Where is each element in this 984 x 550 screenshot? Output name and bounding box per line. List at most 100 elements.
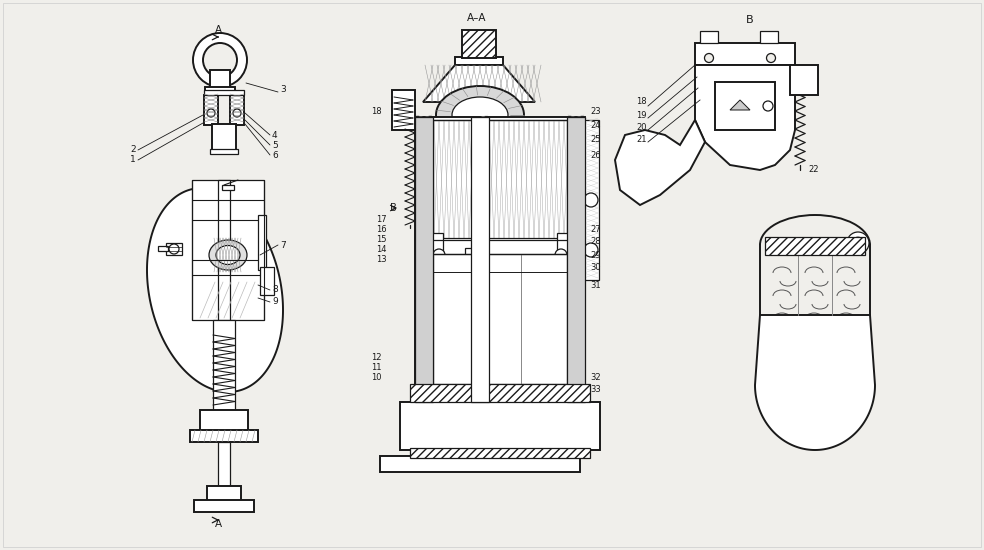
Text: 22: 22 — [808, 166, 819, 174]
Text: 27: 27 — [590, 226, 600, 234]
Bar — [410, 448, 590, 458]
Text: 5: 5 — [272, 140, 277, 150]
Bar — [194, 500, 254, 512]
Bar — [158, 246, 168, 251]
Text: 10: 10 — [372, 373, 382, 382]
Text: 33: 33 — [590, 386, 601, 394]
Text: 11: 11 — [372, 364, 382, 372]
Text: A: A — [215, 519, 221, 529]
Text: 9: 9 — [272, 298, 277, 306]
Circle shape — [584, 193, 598, 207]
Bar — [760, 31, 778, 43]
Circle shape — [433, 249, 445, 261]
Polygon shape — [147, 188, 283, 392]
Bar — [465, 248, 485, 268]
Text: 18: 18 — [636, 97, 646, 107]
Text: 32: 32 — [590, 373, 600, 382]
Text: 29: 29 — [590, 250, 600, 260]
Ellipse shape — [209, 240, 247, 270]
Polygon shape — [730, 100, 750, 110]
Text: 13: 13 — [376, 256, 387, 265]
Bar — [200, 410, 248, 432]
Bar — [204, 90, 244, 95]
Bar — [462, 30, 496, 58]
Circle shape — [705, 53, 713, 63]
Text: 12: 12 — [372, 354, 382, 362]
Text: B: B — [746, 15, 754, 25]
Bar — [415, 233, 443, 277]
Bar — [218, 442, 230, 488]
Text: 26: 26 — [590, 151, 600, 160]
Bar — [218, 180, 230, 320]
Text: 21: 21 — [636, 135, 646, 144]
Text: A: A — [215, 25, 221, 35]
Circle shape — [847, 232, 869, 254]
Circle shape — [207, 109, 215, 117]
Text: 31: 31 — [590, 280, 600, 289]
Text: 8: 8 — [272, 285, 277, 294]
Text: 6: 6 — [272, 151, 277, 160]
Bar — [695, 43, 795, 65]
Bar — [415, 117, 585, 402]
Text: A–A: A–A — [467, 13, 487, 23]
Text: 15: 15 — [377, 235, 387, 245]
Polygon shape — [695, 65, 795, 170]
Bar — [192, 180, 264, 320]
Bar — [433, 120, 567, 240]
Bar — [433, 238, 567, 272]
Circle shape — [555, 249, 567, 261]
Text: B: B — [390, 203, 397, 213]
Polygon shape — [615, 120, 705, 205]
Bar — [765, 237, 865, 255]
Bar — [790, 65, 818, 95]
Bar — [455, 57, 503, 65]
Circle shape — [852, 237, 864, 249]
Text: 16: 16 — [376, 226, 387, 234]
Text: 19: 19 — [636, 111, 646, 119]
Ellipse shape — [452, 97, 508, 133]
Bar — [210, 70, 230, 90]
Text: 17: 17 — [376, 216, 387, 224]
Bar — [190, 430, 258, 442]
Circle shape — [763, 101, 773, 111]
Text: 14: 14 — [377, 245, 387, 255]
Text: 28: 28 — [590, 238, 600, 246]
Text: 25: 25 — [590, 135, 600, 145]
Text: 18: 18 — [371, 107, 382, 117]
Text: 4: 4 — [272, 130, 277, 140]
Bar — [471, 117, 489, 402]
Bar — [260, 267, 274, 295]
Text: 20: 20 — [636, 123, 646, 131]
Circle shape — [584, 243, 598, 257]
Bar — [210, 149, 238, 154]
Circle shape — [169, 244, 179, 254]
Ellipse shape — [436, 86, 524, 144]
Text: 1: 1 — [130, 156, 136, 164]
Polygon shape — [755, 315, 875, 450]
Bar — [567, 117, 585, 402]
Polygon shape — [423, 65, 535, 102]
Bar — [258, 215, 266, 270]
Text: 7: 7 — [280, 240, 285, 250]
Bar — [392, 90, 415, 130]
Bar — [204, 95, 218, 125]
Bar — [230, 95, 244, 125]
Bar — [433, 254, 567, 384]
Bar — [205, 87, 235, 95]
Circle shape — [767, 53, 775, 63]
Circle shape — [193, 33, 247, 87]
Bar — [700, 31, 718, 43]
Text: 2: 2 — [130, 146, 136, 155]
Bar — [557, 233, 585, 277]
Text: 24: 24 — [590, 120, 600, 129]
Bar — [207, 486, 241, 502]
Bar — [222, 185, 234, 190]
Bar — [380, 456, 580, 472]
Bar — [400, 402, 600, 450]
Bar — [415, 117, 433, 402]
Text: 30: 30 — [590, 263, 600, 272]
Bar — [410, 384, 590, 402]
Bar — [213, 320, 235, 410]
Bar — [583, 120, 599, 280]
Bar — [715, 82, 775, 130]
